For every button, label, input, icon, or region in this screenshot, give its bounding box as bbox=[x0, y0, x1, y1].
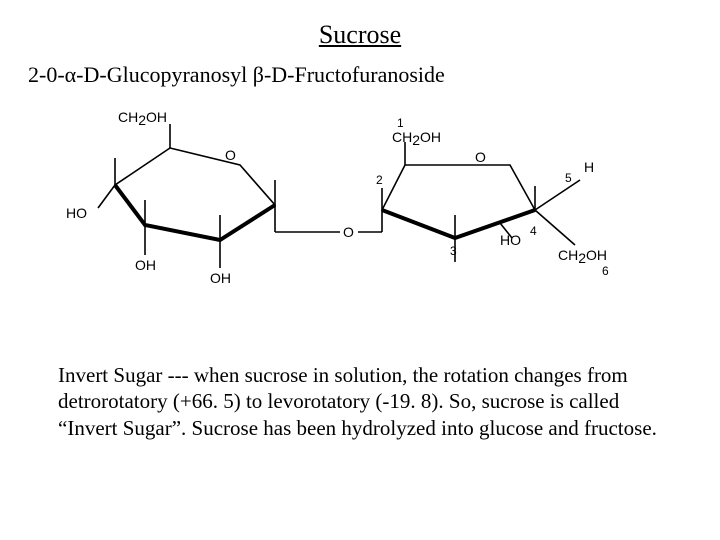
svg-text:4: 4 bbox=[530, 224, 537, 238]
sucrose-structure-diagram: O CH2OH HO OH OH O bbox=[60, 110, 660, 320]
glycosidic-link: O bbox=[275, 205, 382, 240]
svg-text:5: 5 bbox=[565, 171, 572, 185]
chemical-name-subtitle: 2-0-α-D-Glucopyranosyl β-D-Fructofuranos… bbox=[28, 62, 445, 88]
svg-text:O: O bbox=[475, 149, 486, 165]
svg-text:OH: OH bbox=[210, 270, 231, 286]
svg-text:2: 2 bbox=[376, 173, 383, 187]
svg-text:O: O bbox=[225, 147, 236, 163]
svg-text:HO: HO bbox=[66, 205, 87, 221]
slide-page: Sucrose 2-0-α-D-Glucopyranosyl β-D-Fruct… bbox=[0, 0, 720, 540]
svg-text:6: 6 bbox=[602, 264, 609, 278]
glucose-ring: O CH2OH HO OH OH bbox=[66, 110, 275, 286]
svg-text:H: H bbox=[584, 159, 594, 175]
svg-text:CH2OH: CH2OH bbox=[392, 129, 441, 148]
svg-text:CH2OH: CH2OH bbox=[118, 110, 167, 128]
svg-text:OH: OH bbox=[135, 257, 156, 273]
svg-text:3: 3 bbox=[450, 244, 457, 258]
svg-text:1: 1 bbox=[397, 116, 404, 130]
svg-text:O: O bbox=[343, 224, 354, 240]
svg-text:CH2OH: CH2OH bbox=[558, 247, 607, 266]
fructose-ring: O CH2OH 1 2 3 HO 4 5 bbox=[376, 116, 609, 278]
svg-text:HO: HO bbox=[500, 232, 521, 248]
invert-sugar-paragraph: Invert Sugar --- when sucrose in solutio… bbox=[58, 362, 668, 441]
page-title: Sucrose bbox=[0, 20, 720, 50]
